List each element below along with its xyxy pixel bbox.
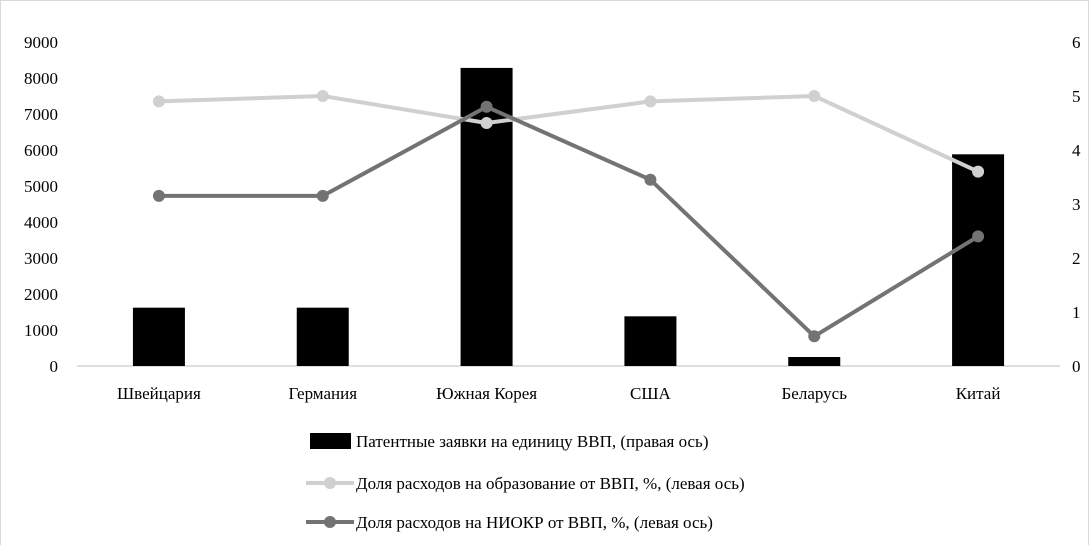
line-point [808,90,821,102]
line-point [316,189,329,202]
right-tick-label: 6 [1072,33,1081,52]
legend-label: Патентные заявки на единицу ВВП, (правая… [356,432,708,451]
line-point [152,189,165,202]
line-point [808,330,821,343]
category-label: США [630,384,671,403]
left-tick-label: 3000 [24,249,58,268]
line-point [644,95,657,108]
bar [788,357,841,366]
line-point [972,165,985,178]
left-tick-label: 7000 [24,105,58,124]
line-point [644,173,657,186]
line-point [972,230,985,243]
legend: Патентные заявки на единицу ВВП, (правая… [306,432,745,532]
category-label: Южная Корея [436,384,537,403]
left-axis: 0 1000 2000 3000 4000 5000 6000 7000 8000 9000 [24,33,58,376]
right-tick-label: 3 [1072,195,1081,214]
left-tick-label: 6000 [24,141,58,160]
right-tick-label: 5 [1072,87,1081,106]
legend-swatch-marker [324,477,336,489]
bar [952,154,1005,366]
line-point [152,95,165,108]
legend-swatch-marker [324,516,336,528]
line-point [480,100,493,113]
right-tick-label: 0 [1072,357,1081,376]
legend-label: Доля расходов на образование от ВВП, %, … [356,474,745,493]
legend-swatch-bar [310,433,351,449]
legend-label: Доля расходов на НИОКР от ВВП, %, (левая… [356,513,713,532]
bar [624,316,677,366]
left-tick-label: 8000 [24,69,58,88]
right-tick-label: 4 [1072,141,1081,160]
right-axis: 0 1 2 3 4 5 6 [1072,33,1081,376]
category-label: Китай [956,384,1001,403]
bar [296,307,349,366]
left-tick-label: 5000 [24,177,58,196]
series-line [158,104,980,339]
right-tick-label: 2 [1072,249,1081,268]
left-tick-label: 9000 [24,33,58,52]
bar [132,307,185,366]
left-tick-label: 4000 [24,213,58,232]
line-point [480,117,493,129]
category-label: Беларусь [782,384,848,403]
left-tick-label: 2000 [24,285,58,304]
right-tick-label: 1 [1072,303,1081,322]
category-labels: Швейцария Германия Южная Корея США Беларусь К… [117,384,1000,403]
category-label: Германия [288,384,357,403]
left-tick-label: 0 [50,357,59,376]
left-tick-label: 1000 [24,321,58,340]
line-series [152,90,985,343]
line-point [316,90,329,102]
series-line [158,94,979,174]
category-label: Швейцария [117,384,201,403]
